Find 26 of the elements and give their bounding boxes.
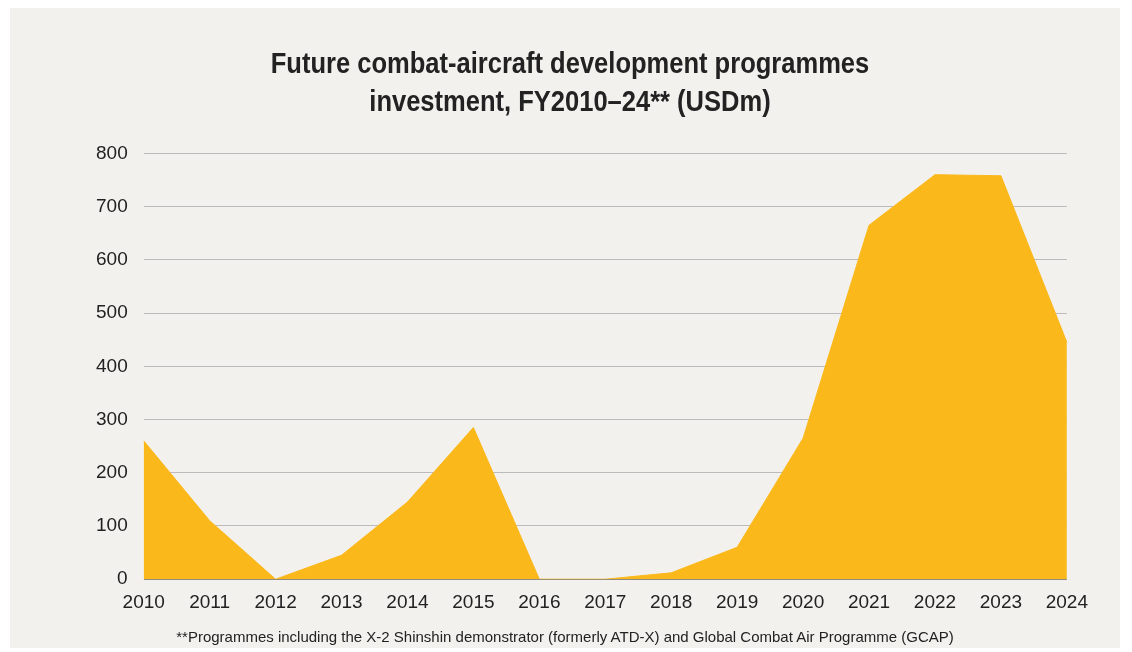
- y-tick-label: 500: [96, 301, 128, 323]
- x-tick-label: 2021: [847, 590, 891, 612]
- x-tick-label: 2012: [254, 590, 297, 612]
- x-tick-label: 2016: [518, 590, 561, 612]
- text: **Programmes including the X-2 Shinshin demonstrator (formerly ATD-X) and Global Combat Air Programme (GCAP): [175, 628, 955, 645]
- chart-title: Future combat-aircraft development programmes investment, FY2010–24** (USDm): [269, 46, 871, 119]
- x-tick-label: 2015: [452, 590, 495, 612]
- x-tick-label: 2024: [1045, 590, 1089, 612]
- x-tick-label: 2010: [122, 590, 165, 612]
- y-tick-label: 600: [96, 248, 128, 270]
- x-tick-label: 2020: [781, 590, 825, 612]
- y-tick-label: 800: [96, 141, 128, 163]
- x-tick-label: 2022: [913, 590, 957, 612]
- x-tick-label: 2019: [716, 590, 759, 612]
- x-tick-label: 2011: [189, 590, 231, 612]
- x-tick-label: 2013: [320, 590, 363, 612]
- x-tick-label: 2023: [979, 590, 1023, 612]
- y-tick-label: 100: [96, 514, 128, 536]
- x-tick-label: 2014: [386, 590, 430, 612]
- y-tick-label: 400: [96, 354, 128, 376]
- x-tick-label: 2017: [584, 590, 627, 612]
- y-tick-label: 700: [96, 194, 128, 216]
- y-tick-label: 200: [96, 460, 128, 482]
- x-tick-label: 2018: [650, 590, 693, 612]
- y-tick-label: 0: [117, 567, 128, 589]
- y-tick-label: 300: [96, 407, 128, 429]
